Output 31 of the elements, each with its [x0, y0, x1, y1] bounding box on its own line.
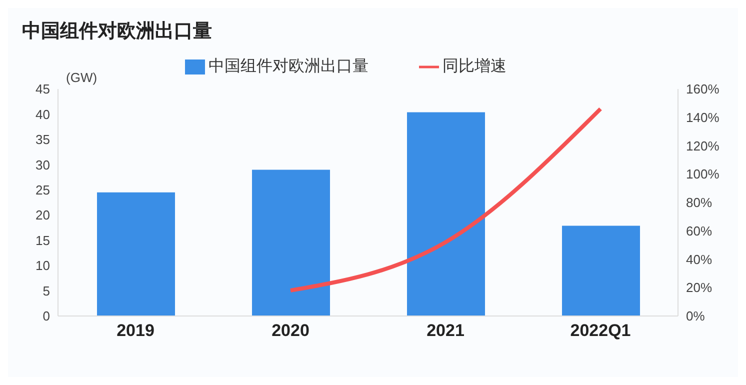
y2-tick-label: 160%	[686, 82, 720, 97]
y2-tick-label: 0%	[686, 308, 706, 324]
y2-tick-label: 140%	[686, 110, 720, 125]
y-tick-label: 20	[36, 208, 50, 223]
y-tick-label: 35	[36, 132, 50, 148]
x-tick-label: 2021	[426, 321, 464, 340]
y2-tick-label: 100%	[686, 166, 720, 182]
y2-tick-label: 80%	[686, 195, 712, 210]
y-tick-label: 0	[42, 308, 50, 324]
y-tick-label: 30	[36, 157, 50, 172]
chart-title: 中国组件对欧洲出口量	[22, 20, 212, 44]
x-tick-label: 2022Q1	[570, 321, 631, 340]
y-tick-label: 10	[36, 258, 50, 274]
legend-label: 中国组件对欧洲出口量	[208, 58, 368, 75]
y2-tick-label: 40%	[686, 252, 712, 267]
y2-tick-label: 20%	[686, 280, 712, 296]
bar	[252, 170, 330, 316]
bar	[562, 226, 640, 316]
x-tick-label: 2019	[116, 321, 154, 340]
y-tick-label: 25	[36, 182, 50, 198]
y-tick-label: 40	[36, 106, 50, 122]
y2-tick-label: 60%	[686, 223, 712, 238]
bar	[97, 192, 175, 316]
y-axis-title: (GW)	[66, 70, 98, 85]
y-tick-label: 45	[36, 82, 50, 97]
bar	[407, 112, 485, 316]
x-tick-label: 2020	[272, 321, 310, 340]
y-tick-label: 15	[36, 232, 50, 248]
y-tick-label: 5	[42, 283, 50, 298]
legend-label: 同比增速	[442, 58, 506, 75]
y2-tick-label: 120%	[686, 138, 720, 154]
